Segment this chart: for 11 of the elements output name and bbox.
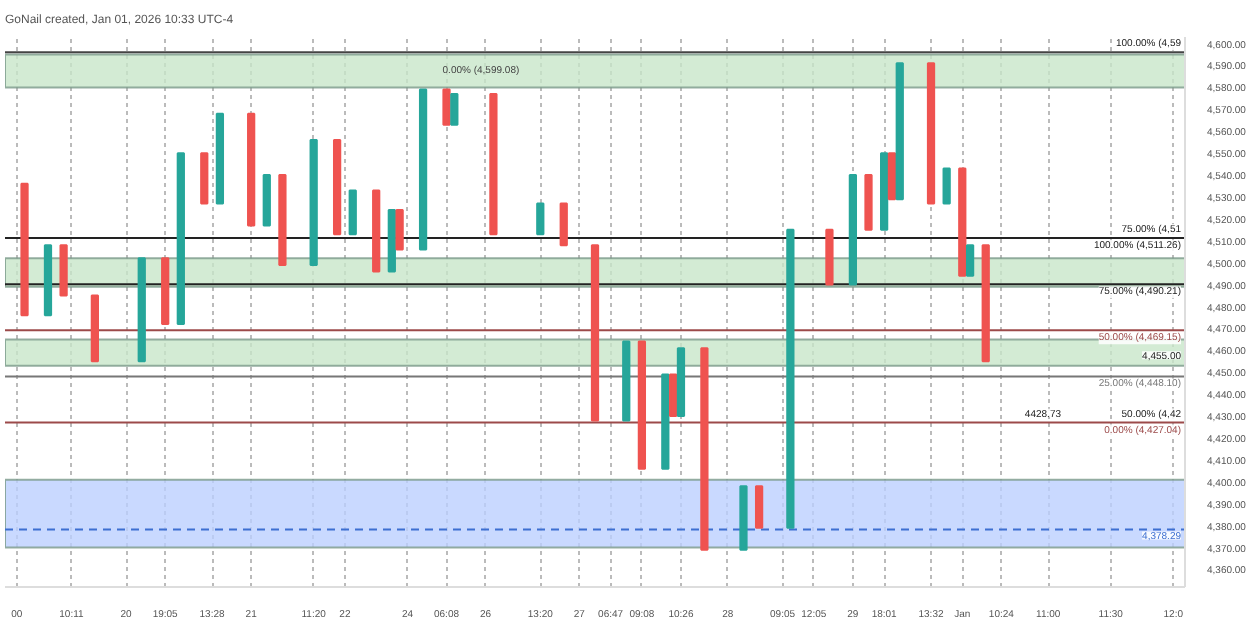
candlestick [942, 167, 951, 205]
candlestick [559, 202, 568, 247]
candlestick [965, 244, 975, 277]
candlestick [348, 189, 357, 236]
candlestick [395, 209, 404, 251]
candlestick [669, 373, 678, 418]
candlestick [450, 92, 459, 126]
candlestick [754, 485, 764, 529]
candlestick [887, 152, 897, 201]
candlestick [536, 202, 545, 236]
candlestick [442, 88, 451, 126]
